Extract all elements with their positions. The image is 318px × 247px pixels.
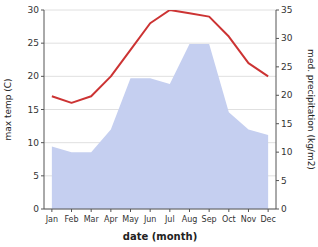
x-tick-label: Oct: [222, 215, 236, 224]
x-tick-label: Aug: [182, 215, 198, 224]
x-tick-label: Sep: [202, 215, 217, 224]
grid-line: [44, 76, 276, 77]
x-tick-label: Nov: [241, 215, 257, 224]
temperature-line: [52, 10, 268, 103]
x-tick: [71, 209, 72, 212]
y-tick-label: 0: [33, 204, 39, 214]
y2-tick-label: 20: [281, 90, 293, 100]
y2-axis-line: [276, 10, 277, 209]
x-tick: [268, 209, 269, 212]
y-tick-label: 5: [33, 171, 39, 181]
y2-tick: [276, 10, 279, 11]
x-tick-label: Jul: [164, 215, 175, 224]
x-axis-line: [44, 209, 276, 210]
y-tick: [41, 209, 44, 210]
y-tick: [41, 175, 44, 176]
y2-tick: [276, 209, 279, 210]
x-tick: [189, 209, 190, 212]
y-tick: [41, 76, 44, 77]
x-tick-label: May: [122, 215, 139, 224]
y-tick-label: 30: [28, 5, 40, 15]
x-tick-label: Mar: [84, 215, 100, 224]
y2-tick-label: 5: [281, 176, 287, 186]
grid-line: [44, 43, 276, 44]
rainfall-area: [52, 44, 268, 209]
y2-tick-label: 30: [281, 33, 293, 43]
x-tick-label: Feb: [64, 215, 78, 224]
grid-line: [44, 10, 276, 11]
y2-tick-label: 25: [281, 62, 292, 72]
y-tick: [41, 142, 44, 143]
y2-tick-label: 35: [281, 5, 292, 15]
y-tick: [41, 109, 44, 110]
x-tick: [150, 209, 151, 212]
y-tick-label: 10: [28, 138, 40, 148]
y2-tick: [276, 180, 279, 181]
y2-tick: [276, 95, 279, 96]
y-tick-label: 20: [28, 71, 40, 81]
x-tick-label: Apr: [104, 215, 119, 224]
x-tick: [51, 209, 52, 212]
y2-tick: [276, 152, 279, 153]
y-axis-label: max temp (C): [3, 78, 13, 140]
y2-tick-label: 15: [281, 119, 292, 129]
y-tick-label: 15: [28, 105, 39, 115]
axes: 0 5 10 15 20 25 30 0 5 10 15 20 25 30 35 Jan Feb Mar AprMa…: [28, 5, 293, 224]
grid-line: [44, 209, 276, 210]
x-axis-label: date (month): [123, 231, 197, 242]
x-tick-label: Dec: [260, 215, 275, 224]
x-tick: [169, 209, 170, 212]
x-tick: [209, 209, 210, 212]
grid: [44, 10, 276, 209]
chart: 0 5 10 15 20 25 30 0 5 10 15 20 25 30 35 Jan Feb Mar AprMa…: [0, 0, 318, 247]
y-tick-label: 25: [28, 38, 39, 48]
x-tick-label: Jun: [143, 215, 157, 224]
y2-tick-label: 10: [281, 147, 293, 157]
y2-tick: [276, 38, 279, 39]
x-tick: [228, 209, 229, 212]
y-tick: [41, 10, 44, 11]
y2-axis-label: med. precipitation (kg/m2): [306, 49, 316, 170]
x-tick: [130, 209, 131, 212]
plot-data: [52, 10, 268, 209]
y2-tick-label: 0: [281, 204, 287, 214]
x-tick: [248, 209, 249, 212]
y2-tick: [276, 123, 279, 124]
y-tick: [41, 43, 44, 44]
x-tick: [91, 209, 92, 212]
x-tick: [110, 209, 111, 212]
y2-tick: [276, 66, 279, 67]
x-tick-label: Jan: [45, 215, 58, 224]
